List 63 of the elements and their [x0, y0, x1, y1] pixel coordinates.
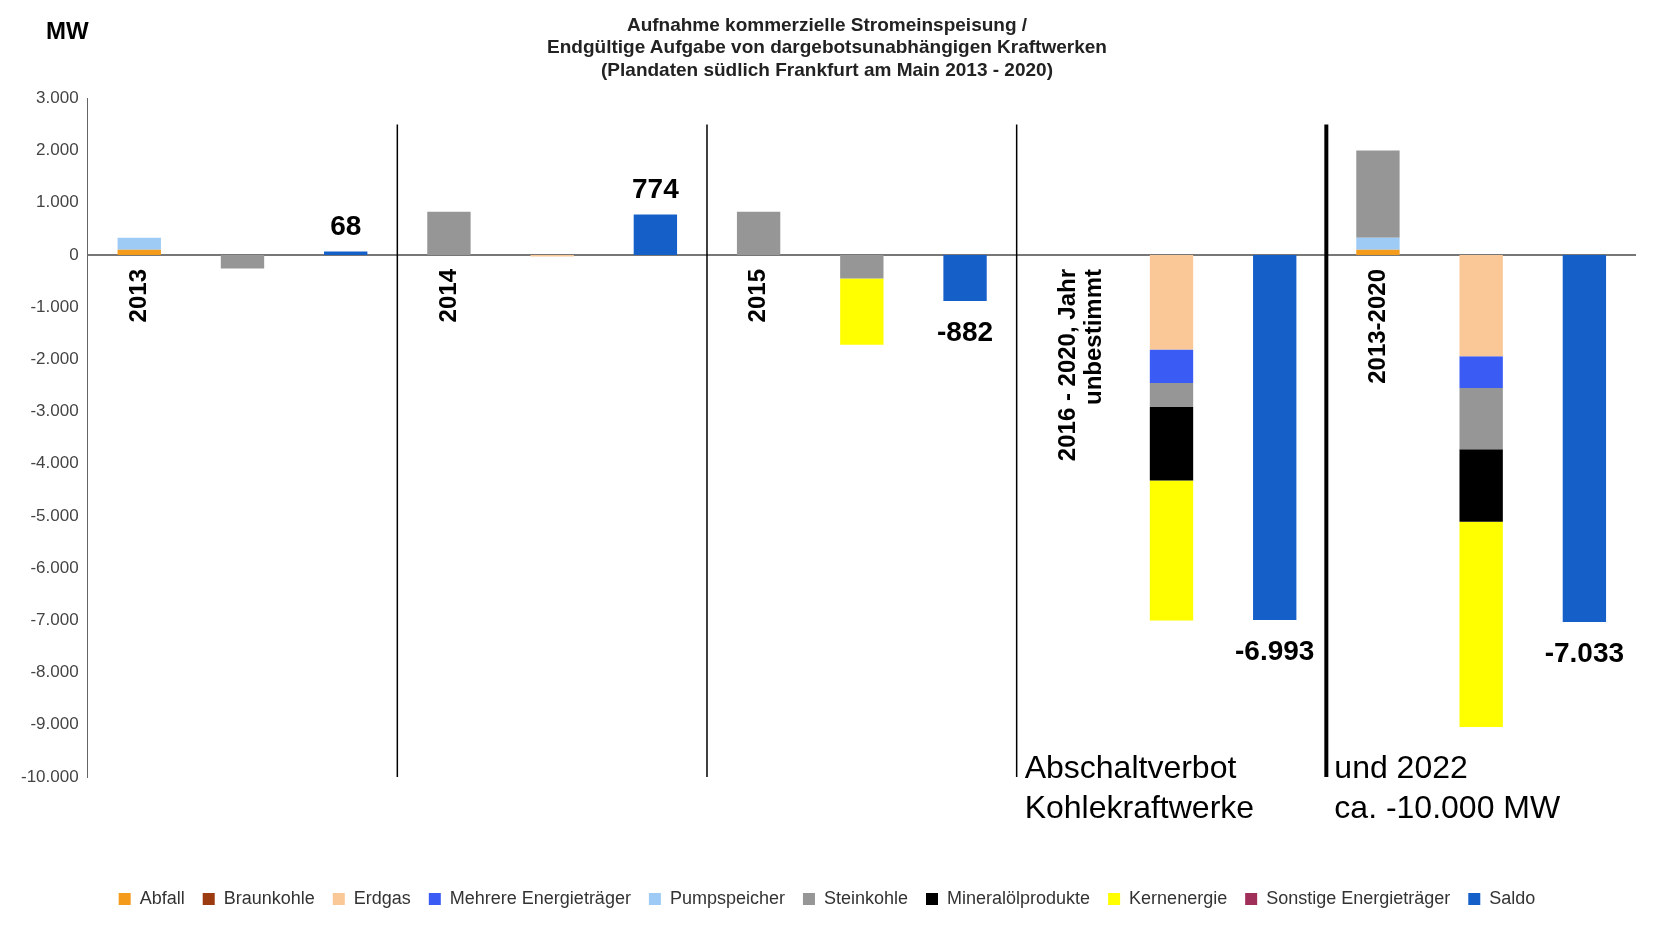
bar — [1149, 349, 1194, 383]
data-label: -6.993 — [1235, 634, 1315, 666]
bar — [220, 255, 265, 269]
y-tick-label: -9.000 — [30, 714, 79, 734]
data-label: 774 — [632, 173, 680, 205]
y-tick-label: 0 — [69, 244, 79, 264]
legend-label: Sonstige Energieträger — [1266, 887, 1451, 908]
bar — [1459, 388, 1503, 450]
bar — [633, 214, 678, 255]
y-tick-label: -7.000 — [30, 610, 79, 630]
bar — [1562, 255, 1607, 623]
bar — [736, 211, 781, 255]
y-tick-label: -6.000 — [30, 557, 79, 577]
bar — [943, 255, 987, 302]
chart-title: Aufnahme kommerzielle Stromeinspeisung / Endgültige Aufgabe von dargebotsunabhängigen Kraftwerken (Plandaten südlich Frankfurt am Main 2013 - 2020) — [547, 13, 1107, 81]
y-tick-label: -10.000 — [20, 766, 79, 786]
bar — [1459, 356, 1503, 389]
legend-label: Mehrere Energieträger — [449, 887, 631, 908]
bar — [324, 251, 368, 255]
legend-label: Pumpspeicher — [669, 887, 785, 908]
bar — [1459, 521, 1503, 727]
y-tick-label: 3.000 — [36, 88, 79, 108]
bar — [1356, 150, 1400, 238]
y-tick-label: -3.000 — [30, 401, 79, 421]
y-axis-title: MW — [46, 16, 89, 44]
bar — [117, 237, 161, 250]
bar — [840, 255, 884, 279]
annotation: Abschaltverbot Kohlekraftwerke — [1024, 748, 1255, 825]
annotation: 2014 — [433, 268, 461, 323]
bar — [1149, 382, 1194, 407]
annotation: 2016 - 2020, Jahr unbestimmt — [1052, 269, 1106, 462]
y-tick-label: -4.000 — [30, 453, 79, 473]
bar — [1149, 406, 1194, 481]
legend-label: Kernenergie — [1129, 887, 1228, 908]
annotation: und 2022 ca. -10.000 MW — [1334, 748, 1561, 825]
y-tick-label: -1.000 — [30, 296, 79, 316]
bar — [840, 278, 884, 345]
data-label: -7.033 — [1544, 636, 1625, 668]
bar — [1149, 255, 1194, 350]
data-label: -882 — [937, 315, 994, 347]
legend-label: Mineralölprodukte — [947, 887, 1091, 908]
bar — [427, 211, 471, 255]
annotation: 2015 — [743, 269, 771, 323]
legend-label: Saldo — [1489, 887, 1536, 908]
legend-label: Braunkohle — [223, 887, 315, 908]
legend-label: Erdgas — [353, 887, 411, 908]
y-tick-label: -2.000 — [30, 349, 79, 369]
bar — [1356, 237, 1400, 250]
bar — [1149, 480, 1194, 621]
y-tick-label: -8.000 — [30, 662, 79, 682]
annotation: 2013 — [123, 269, 151, 323]
bar — [1253, 255, 1297, 621]
data-label: 68 — [330, 210, 362, 242]
bar — [1356, 249, 1400, 255]
legend-label: Abfall — [139, 887, 185, 908]
y-tick-label: 1.000 — [36, 192, 79, 212]
legend-label: Steinkohle — [823, 887, 909, 908]
bar — [1459, 255, 1503, 357]
bar — [117, 249, 161, 255]
y-tick-label: -5.000 — [30, 505, 79, 525]
bar — [1459, 449, 1503, 522]
annotation: 2013-2020 — [1362, 269, 1390, 384]
y-tick-label: 2.000 — [36, 140, 79, 160]
